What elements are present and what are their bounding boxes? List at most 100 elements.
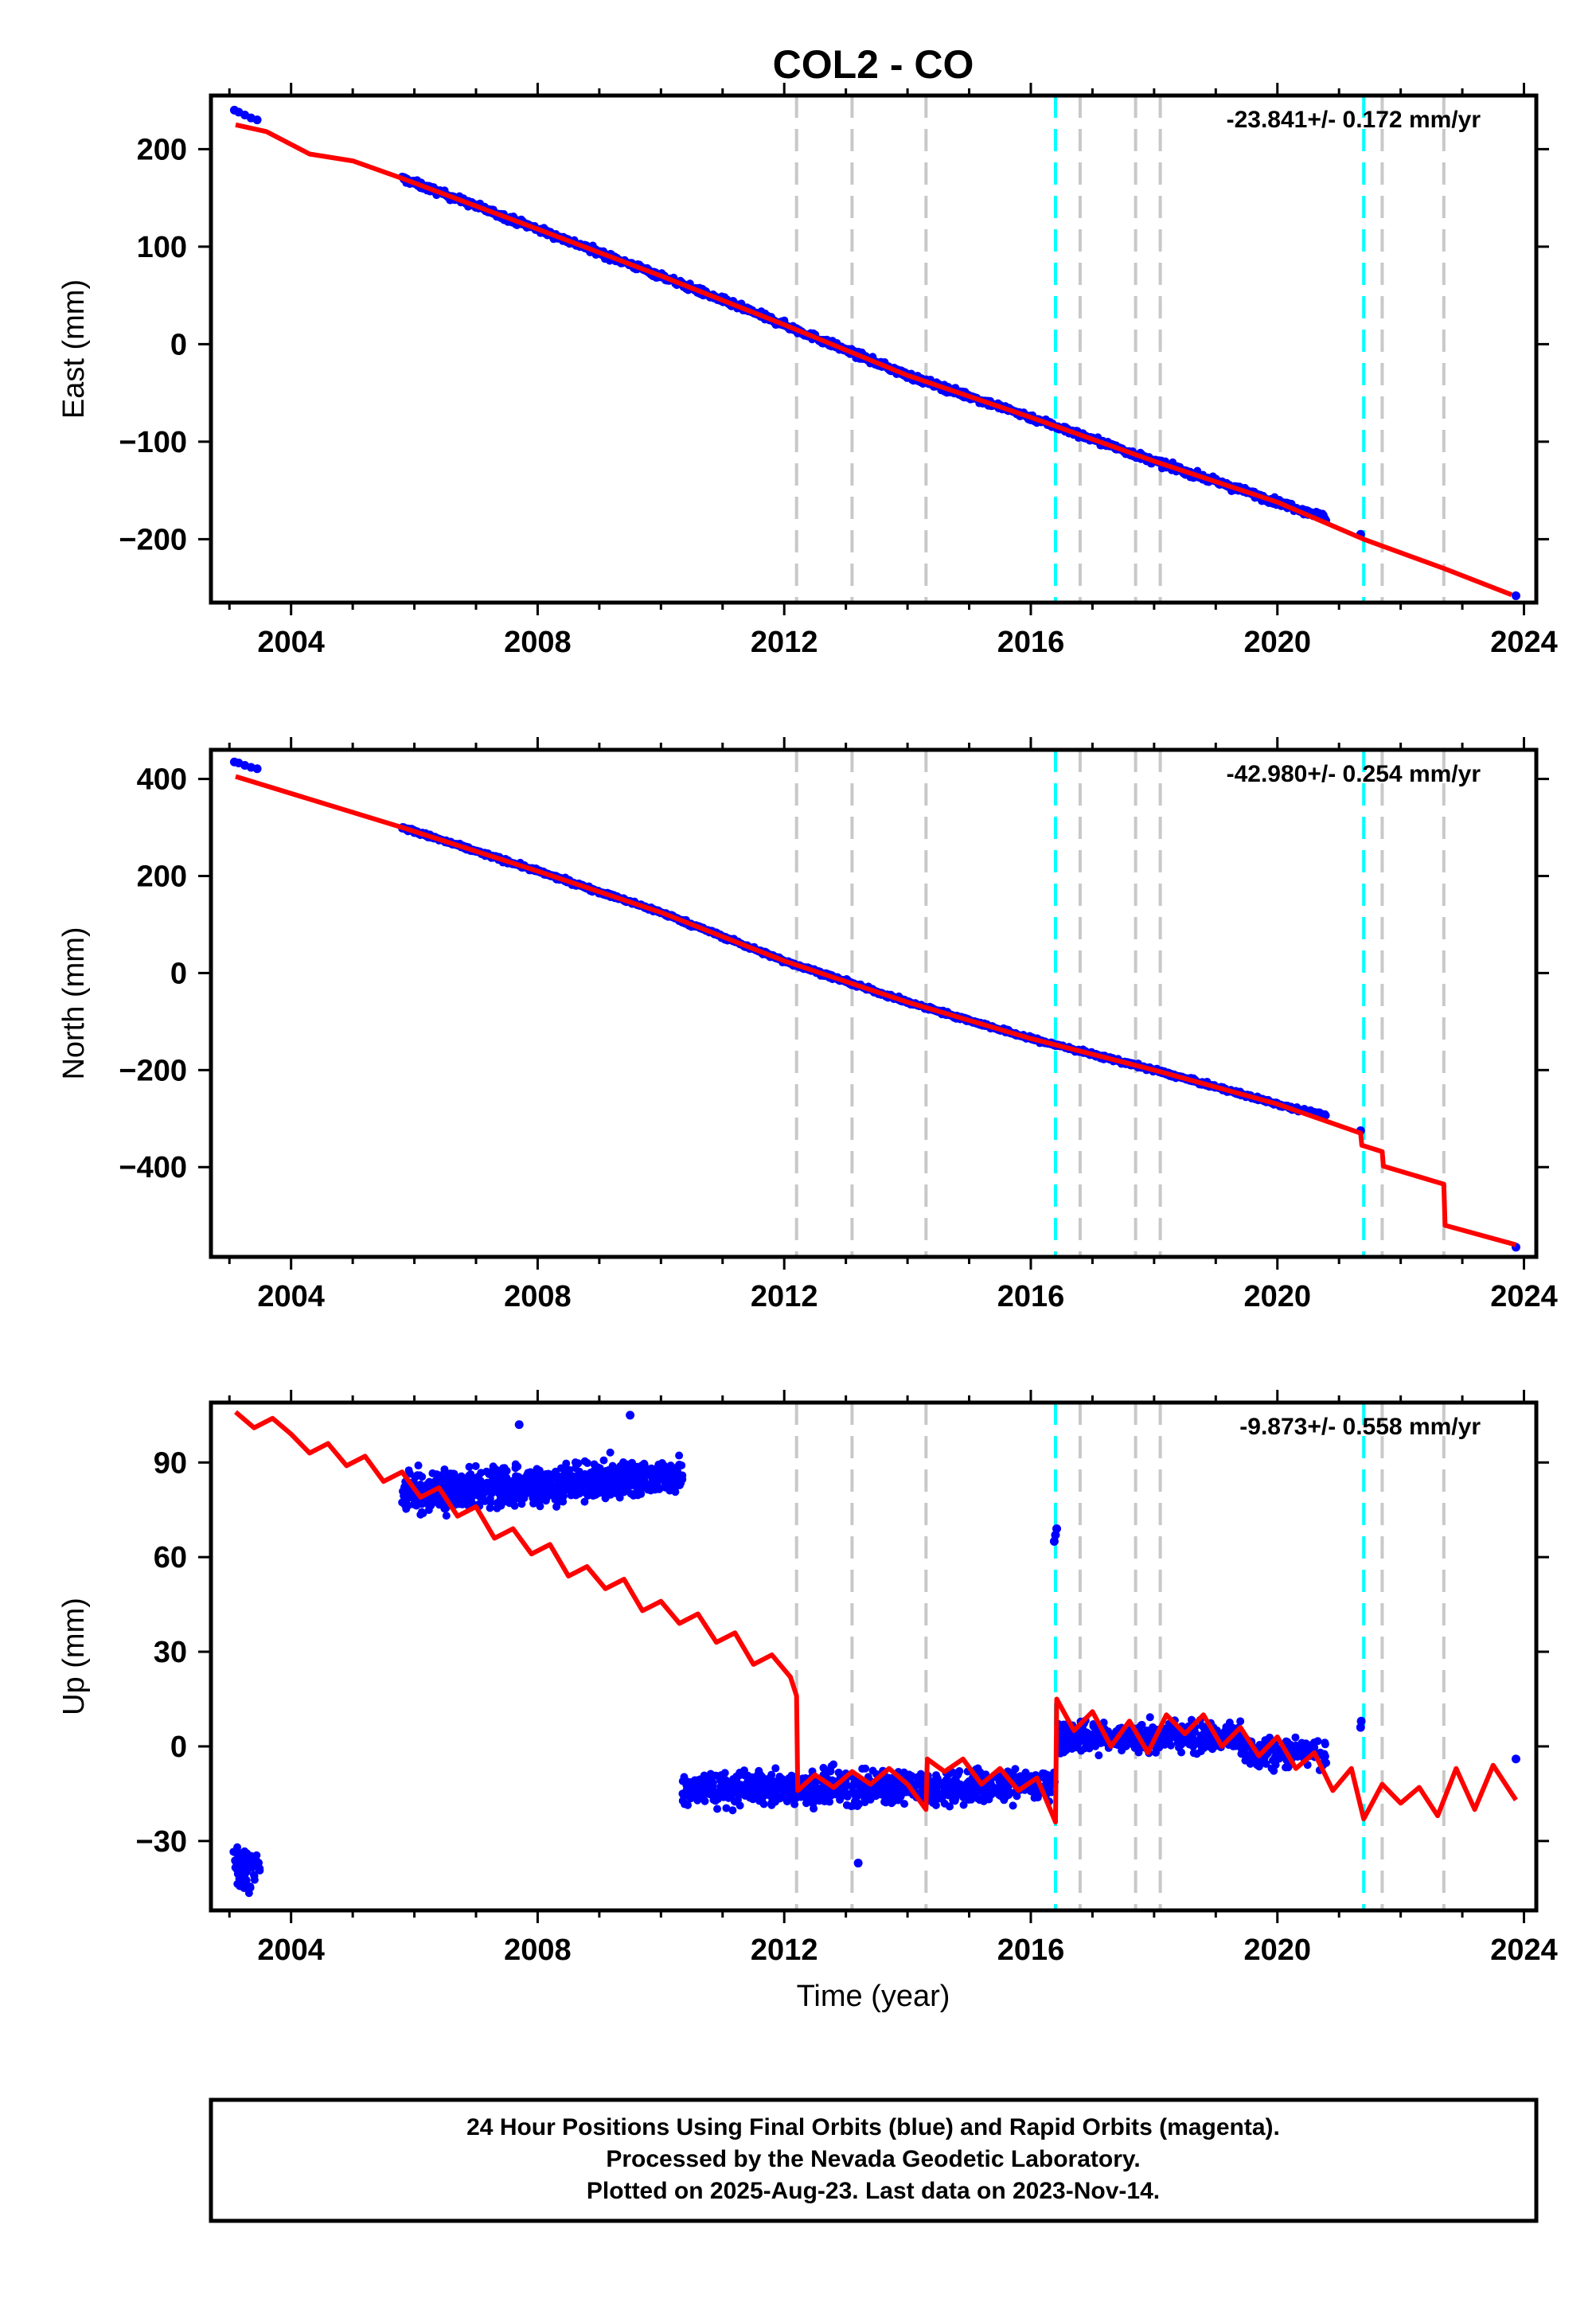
data-point bbox=[457, 1481, 466, 1489]
data-point bbox=[495, 1466, 504, 1475]
data-point bbox=[767, 1773, 775, 1781]
data-point bbox=[252, 764, 262, 774]
data-point bbox=[700, 1788, 708, 1797]
data-point bbox=[1027, 1787, 1036, 1796]
data-point bbox=[558, 1464, 567, 1473]
data-point bbox=[235, 1857, 244, 1866]
data-point bbox=[608, 1461, 617, 1470]
data-point bbox=[465, 1462, 474, 1471]
data-point bbox=[753, 1787, 762, 1796]
x-tick-label: 2020 bbox=[1243, 1280, 1311, 1313]
data-point bbox=[930, 1791, 938, 1800]
data-point bbox=[626, 1489, 635, 1498]
data-point bbox=[714, 1795, 723, 1804]
data-point bbox=[515, 1475, 524, 1484]
data-point bbox=[959, 1801, 968, 1809]
x-tick-label: 2024 bbox=[1490, 626, 1558, 659]
data-point bbox=[729, 1777, 738, 1785]
y-tick-label: 0 bbox=[170, 328, 187, 361]
data-point bbox=[442, 1504, 451, 1512]
data-point bbox=[583, 1481, 591, 1489]
data-point bbox=[404, 1466, 413, 1475]
data-point bbox=[601, 1494, 610, 1503]
data-point bbox=[724, 1793, 733, 1802]
x-tick-label: 2004 bbox=[257, 626, 325, 659]
data-point bbox=[440, 1465, 449, 1473]
data-point bbox=[497, 1485, 505, 1494]
data-point bbox=[565, 1465, 574, 1474]
data-point bbox=[616, 1478, 625, 1487]
data-point bbox=[444, 1487, 453, 1496]
y-tick-label: 200 bbox=[137, 860, 187, 893]
data-point bbox=[489, 1462, 498, 1471]
data-point bbox=[802, 1799, 810, 1808]
data-point bbox=[505, 1499, 514, 1508]
plot-area bbox=[229, 750, 1520, 1257]
data-point bbox=[965, 1784, 974, 1793]
data-point bbox=[533, 1467, 541, 1476]
data-point bbox=[516, 1483, 525, 1492]
panel-north: 2004 2008 2012 2016 2020 2024−400−2000200400N… bbox=[57, 737, 1558, 1313]
data-point bbox=[414, 1461, 423, 1470]
data-point bbox=[536, 1502, 544, 1511]
velocity-label: -42.980+/- 0.254 mm/yr bbox=[1227, 761, 1481, 787]
data-point bbox=[593, 1477, 602, 1485]
data-point bbox=[823, 1766, 832, 1775]
data-point bbox=[402, 1500, 411, 1508]
data-point bbox=[1321, 1111, 1330, 1120]
data-point bbox=[808, 1787, 817, 1796]
data-point bbox=[466, 1470, 475, 1479]
data-point bbox=[728, 1806, 737, 1815]
data-point bbox=[693, 1796, 702, 1805]
data-point bbox=[973, 1785, 981, 1793]
data-point bbox=[637, 1485, 646, 1493]
data-point bbox=[706, 1770, 715, 1778]
data-point bbox=[952, 1785, 961, 1793]
data-point bbox=[739, 1766, 748, 1775]
data-point bbox=[861, 1793, 870, 1801]
data-point bbox=[632, 1470, 641, 1479]
data-point bbox=[736, 1790, 744, 1799]
data-point bbox=[810, 1805, 818, 1813]
data-point bbox=[571, 1458, 579, 1467]
data-point bbox=[917, 1770, 926, 1779]
data-point bbox=[432, 1470, 441, 1479]
data-point bbox=[513, 1462, 522, 1471]
data-point bbox=[653, 1468, 661, 1477]
data-point bbox=[975, 1796, 984, 1805]
data-point bbox=[932, 1771, 941, 1780]
data-point bbox=[1005, 1787, 1013, 1796]
data-point bbox=[834, 1768, 843, 1777]
data-point bbox=[663, 1471, 672, 1480]
data-point bbox=[684, 1801, 693, 1809]
data-point bbox=[471, 1461, 480, 1470]
data-point bbox=[1033, 1793, 1042, 1802]
plot-area bbox=[229, 96, 1520, 603]
data-point bbox=[240, 1883, 248, 1892]
data-point bbox=[627, 1461, 636, 1470]
data-point bbox=[252, 115, 262, 125]
data-point bbox=[255, 1859, 263, 1867]
data-point bbox=[966, 1778, 974, 1787]
data-point bbox=[771, 1764, 780, 1773]
data-point bbox=[708, 1789, 716, 1798]
data-point bbox=[719, 1778, 728, 1787]
data-point bbox=[986, 1780, 995, 1789]
x-tick-label: 2020 bbox=[1243, 626, 1311, 659]
data-point bbox=[673, 1477, 681, 1485]
data-point bbox=[979, 1787, 988, 1796]
data-point bbox=[929, 1785, 938, 1793]
data-point bbox=[486, 1498, 495, 1507]
data-point bbox=[474, 1485, 482, 1494]
data-point bbox=[736, 1801, 744, 1810]
data-point bbox=[994, 1785, 1003, 1794]
data-point bbox=[949, 1796, 958, 1805]
data-point bbox=[875, 1789, 884, 1798]
data-point bbox=[498, 1498, 506, 1507]
data-point bbox=[1511, 591, 1520, 600]
data-point bbox=[547, 1475, 556, 1484]
data-point bbox=[457, 1472, 466, 1481]
model-line bbox=[235, 774, 1517, 1247]
data-point bbox=[531, 1484, 540, 1493]
data-point bbox=[754, 1770, 763, 1779]
